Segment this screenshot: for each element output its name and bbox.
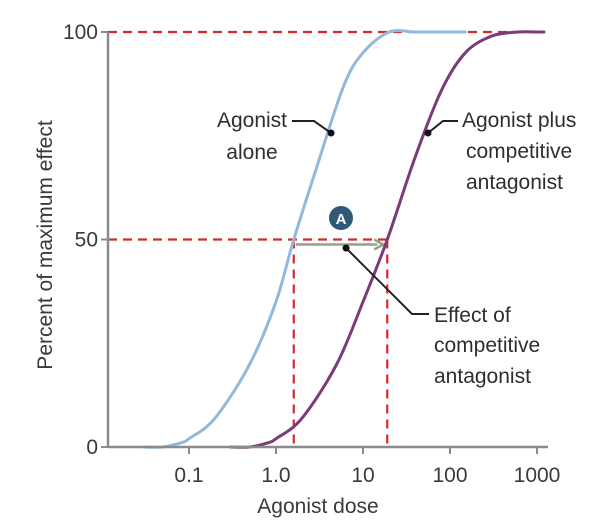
y-tick-label-100: 100 [63, 21, 98, 44]
y-tick-label-0: 0 [86, 436, 98, 459]
badge-a-circle [329, 206, 353, 230]
badge-a: A [329, 206, 353, 230]
annotation-agonist-plus: Agonist plus competitive antagonist [424, 109, 576, 194]
annotation-agonist-alone: Agonist alone [217, 109, 335, 164]
annotation-agonist-alone-dot [327, 129, 335, 137]
annotation-effect: Effect of competitive antagonist [342, 244, 540, 388]
annotation-agonist-alone-line-2: alone [226, 141, 277, 164]
x-tick-label-100: 100 [432, 464, 467, 487]
annotation-agonist-alone-line-1: Agonist [217, 109, 287, 132]
y-axis-title: Percent of maximum effect [34, 120, 57, 370]
annotation-agonist-plus-line-3: antagonist [466, 171, 563, 194]
annotation-effect-line-1: Effect of [434, 304, 511, 327]
x-tick-label-1000: 1000 [514, 464, 561, 487]
badge-a-label: A [336, 211, 347, 228]
x-tick-label-0.1: 0.1 [174, 464, 203, 487]
annotation-effect-leader [345, 247, 429, 315]
annotation-effect-line-3: antagonist [434, 365, 531, 388]
annotation-effect-line-2: competitive [434, 334, 540, 357]
annotation-agonist-plus-leader [427, 120, 458, 134]
annotation-agonist-plus-line-1: Agonist plus [462, 109, 576, 132]
ticks-layer: 0.1 1.0 10 100 1000 0 50 100 [63, 21, 560, 487]
x-tick-label-1.0: 1.0 [261, 464, 290, 487]
y-tick-label-50: 50 [75, 229, 98, 252]
reference-lines-layer [108, 30, 543, 447]
annotation-agonist-alone-leader [292, 120, 332, 134]
annotation-agonist-plus-dot [424, 129, 432, 137]
curves-layer [142, 28, 546, 449]
curve-agonist-alone [142, 28, 467, 449]
x-tick-label-10: 10 [351, 464, 374, 487]
curve-agonist-plus-antagonist [229, 30, 546, 449]
annotation-agonist-plus-line-2: competitive [466, 140, 572, 163]
x-axis-title: Agonist dose [257, 495, 378, 518]
shift-arrow-head [373, 238, 386, 251]
annotation-effect-dot [342, 244, 350, 252]
